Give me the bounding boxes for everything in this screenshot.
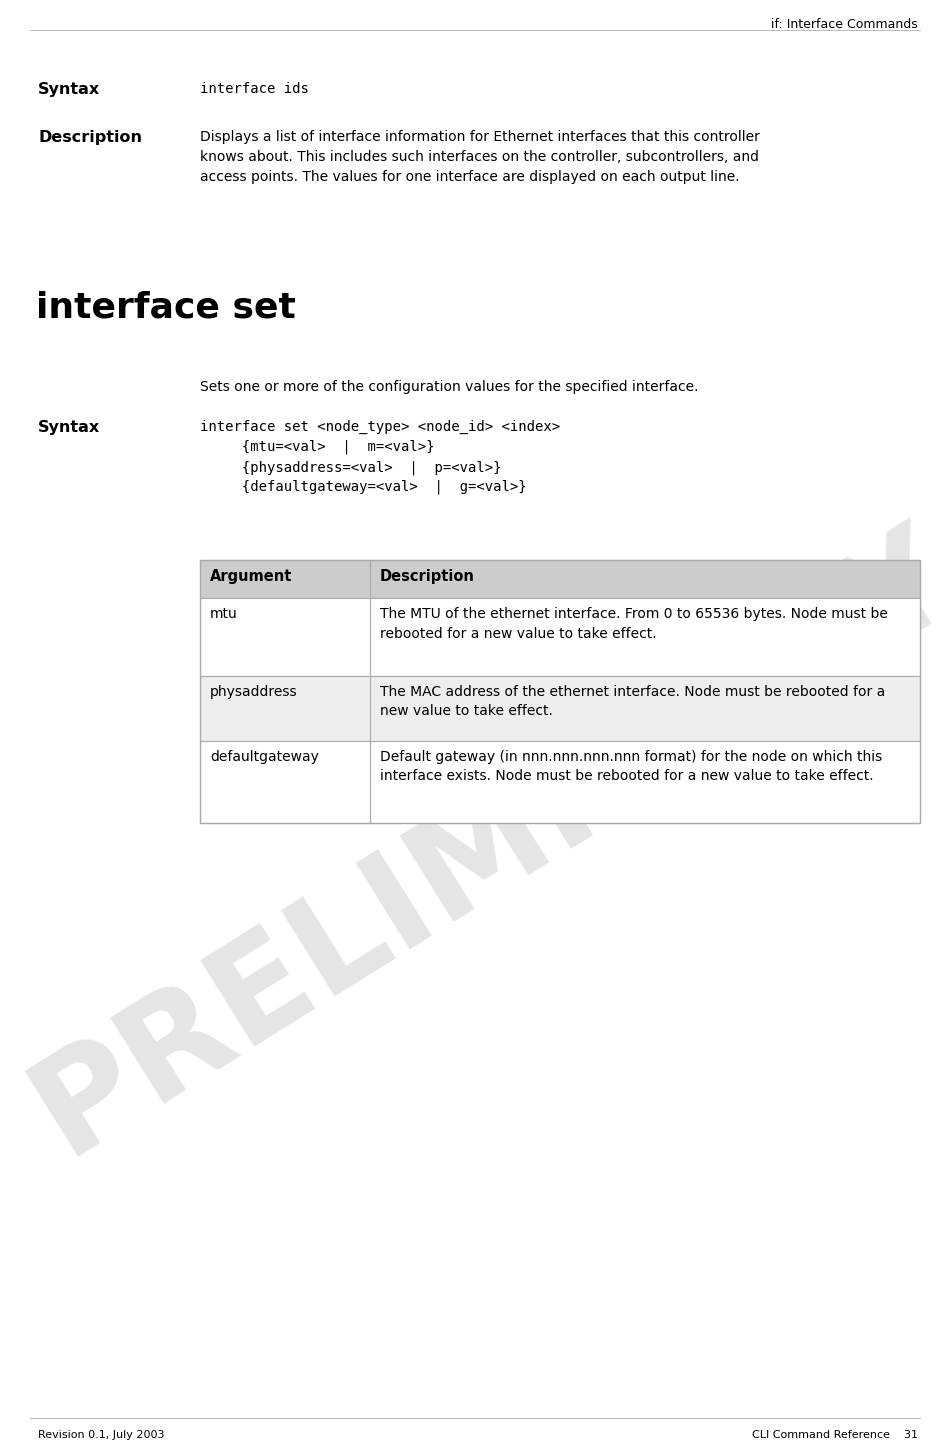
Text: interface set: interface set <box>36 289 296 324</box>
Bar <box>200 742 920 823</box>
Text: The MTU of the ethernet interface. From 0 to 65536 bytes. Node must be
rebooted : The MTU of the ethernet interface. From … <box>380 606 888 641</box>
Text: defaultgateway: defaultgateway <box>210 750 319 763</box>
Text: interface ids: interface ids <box>200 81 308 96</box>
Text: Revision 0.1, July 2003: Revision 0.1, July 2003 <box>38 1429 164 1439</box>
Text: Description: Description <box>38 129 142 145</box>
Bar <box>200 598 920 676</box>
Text: Displays a list of interface information for Ethernet interfaces that this contr: Displays a list of interface information… <box>200 129 760 185</box>
Text: {defaultgateway=<val>  |  g=<val>}: {defaultgateway=<val> | g=<val>} <box>200 480 527 494</box>
Text: Sets one or more of the configuration values for the specified interface.: Sets one or more of the configuration va… <box>200 379 698 394</box>
Text: if: Interface Commands: if: Interface Commands <box>772 17 918 31</box>
Bar <box>200 560 920 598</box>
Text: Syntax: Syntax <box>38 420 101 435</box>
Text: Argument: Argument <box>210 569 292 585</box>
Text: The MAC address of the ethernet interface. Node must be rebooted for a
new value: The MAC address of the ethernet interfac… <box>380 685 885 718</box>
Text: {mtu=<val>  |  m=<val>}: {mtu=<val> | m=<val>} <box>200 441 435 455</box>
Text: CLI Command Reference    31: CLI Command Reference 31 <box>752 1429 918 1439</box>
Bar <box>200 676 920 742</box>
Text: mtu: mtu <box>210 606 238 621</box>
Text: Default gateway (in nnn.nnn.nnn.nnn format) for the node on which this
interface: Default gateway (in nnn.nnn.nnn.nnn form… <box>380 750 883 784</box>
Text: Syntax: Syntax <box>38 81 101 97</box>
Bar <box>200 560 920 823</box>
Text: Description: Description <box>380 569 474 585</box>
Text: PRELIMINARY: PRELIMINARY <box>9 506 949 1181</box>
Text: {physaddress=<val>  |  p=<val>}: {physaddress=<val> | p=<val>} <box>200 459 501 474</box>
Text: physaddress: physaddress <box>210 685 298 699</box>
Text: interface set <node_type> <node_id> <index>: interface set <node_type> <node_id> <ind… <box>200 420 560 435</box>
